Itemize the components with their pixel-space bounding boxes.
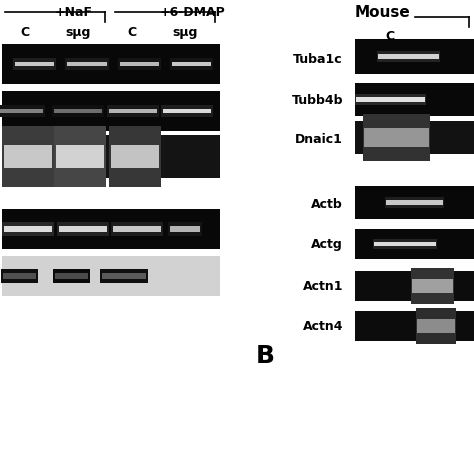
Bar — [355, 229, 474, 259]
Bar — [59, 227, 107, 232]
Bar — [0, 109, 44, 113]
Bar — [355, 121, 474, 154]
Bar — [386, 201, 443, 205]
Bar — [55, 126, 107, 187]
Bar — [109, 109, 157, 113]
Bar — [355, 271, 474, 301]
Bar — [378, 54, 439, 59]
Bar — [168, 222, 202, 236]
Bar — [111, 145, 159, 168]
Bar — [2, 256, 220, 296]
Bar — [2, 126, 54, 187]
Text: Tuba1c: Tuba1c — [293, 53, 343, 65]
Bar — [2, 222, 54, 236]
Bar — [355, 83, 474, 116]
Bar — [364, 128, 429, 146]
Bar — [55, 273, 88, 279]
Bar — [67, 62, 107, 66]
Text: Dnaic1: Dnaic1 — [295, 133, 343, 146]
Bar — [355, 39, 474, 74]
Bar — [356, 97, 425, 101]
Text: sμg: sμg — [65, 26, 91, 39]
Bar — [374, 242, 436, 246]
Text: C: C — [128, 26, 137, 39]
Bar — [355, 311, 474, 341]
Bar — [52, 105, 104, 117]
Bar — [373, 239, 437, 249]
Bar — [355, 186, 474, 219]
Bar — [118, 58, 161, 70]
Bar — [100, 269, 148, 283]
Bar — [0, 105, 46, 117]
Bar — [170, 58, 213, 70]
Text: C: C — [20, 26, 29, 39]
Text: sμg: sμg — [173, 26, 198, 39]
Bar — [109, 126, 161, 187]
Bar — [15, 62, 55, 66]
Bar — [4, 227, 52, 232]
Bar — [2, 44, 220, 84]
Bar — [417, 319, 455, 333]
Bar — [2, 91, 220, 131]
Text: C: C — [385, 30, 394, 43]
Text: Actn1: Actn1 — [302, 280, 343, 292]
Bar — [54, 269, 90, 283]
Bar — [363, 114, 430, 161]
Bar — [1, 269, 38, 283]
Bar — [170, 227, 201, 232]
Bar — [65, 58, 109, 70]
Bar — [161, 105, 213, 117]
Bar — [172, 62, 211, 66]
Bar — [355, 94, 426, 105]
Bar — [107, 105, 159, 117]
Bar — [13, 58, 56, 70]
Bar — [3, 273, 36, 279]
Bar — [2, 135, 220, 178]
Bar — [55, 109, 102, 113]
Bar — [4, 145, 52, 168]
Bar — [416, 309, 456, 344]
Text: Actb: Actb — [311, 198, 343, 210]
Text: Tubb4b: Tubb4b — [292, 93, 343, 107]
Bar — [57, 222, 109, 236]
Bar — [56, 145, 104, 168]
Text: +6-DMAP: +6-DMAP — [160, 6, 226, 19]
Text: +NaF: +NaF — [55, 6, 93, 19]
Bar — [113, 227, 161, 232]
Text: Mouse: Mouse — [355, 5, 411, 20]
Bar — [411, 279, 453, 293]
Bar — [2, 209, 220, 249]
Bar — [120, 62, 159, 66]
Text: Actg: Actg — [311, 237, 343, 250]
Text: Actn4: Actn4 — [302, 319, 343, 332]
Bar — [102, 273, 146, 279]
Bar — [164, 109, 211, 113]
Bar — [377, 51, 440, 63]
Text: B: B — [255, 344, 274, 368]
Bar — [111, 222, 163, 236]
Bar — [410, 268, 454, 303]
Bar — [385, 197, 444, 208]
